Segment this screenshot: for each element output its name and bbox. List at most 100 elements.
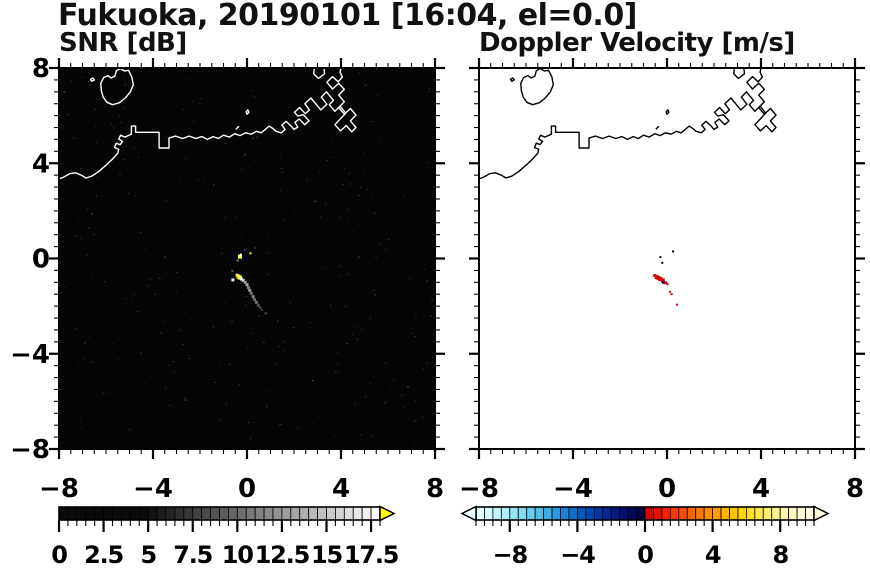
sea-clutter-speck (267, 273, 269, 275)
sea-clutter-speck (288, 306, 290, 308)
sea-clutter-speck (422, 416, 424, 418)
sea-clutter-speck (133, 204, 135, 205)
sea-clutter-speck (60, 81, 63, 83)
colorbar-tick-label: 4 (705, 541, 721, 569)
sea-clutter-speck (80, 418, 82, 420)
sea-clutter-speck (253, 96, 256, 98)
colorbar-block (129, 506, 140, 521)
colorbar-right-arrow (813, 505, 830, 522)
sea-clutter-speck (72, 137, 75, 139)
colorbar-block (121, 506, 131, 521)
sea-clutter-speck (224, 249, 226, 251)
snr-echo-point (239, 253, 242, 256)
colorbar-tick-label: 17.5 (344, 541, 399, 569)
colorbar-block (85, 506, 96, 521)
sea-clutter-speck (64, 287, 66, 289)
sea-clutter-speck (102, 392, 105, 394)
snr-echo-point (261, 308, 263, 311)
sea-clutter-speck (155, 265, 158, 267)
sea-clutter-speck (253, 422, 255, 424)
sea-clutter-speck (248, 422, 250, 423)
colorbar-block (147, 506, 158, 521)
sea-clutter-speck (356, 417, 358, 419)
x-axis-tick-label: −4 (553, 474, 593, 504)
sea-clutter-speck (318, 171, 320, 173)
sea-clutter-speck (363, 152, 365, 154)
sea-clutter-speck (317, 415, 320, 417)
sea-clutter-speck (140, 70, 142, 72)
sea-clutter-speck (59, 292, 62, 294)
sea-clutter-speck (374, 294, 377, 296)
sea-clutter-speck (185, 77, 188, 79)
sea-clutter-speck (272, 121, 274, 123)
sea-clutter-speck (348, 172, 351, 174)
sea-clutter-speck (246, 347, 248, 348)
sea-clutter-speck (175, 291, 178, 293)
colorbar-block (236, 506, 247, 521)
sea-clutter-speck (265, 406, 267, 408)
sea-clutter-speck (182, 343, 185, 345)
sea-clutter-speck (82, 358, 84, 360)
sea-clutter-speck (292, 327, 295, 329)
sea-clutter-speck (224, 302, 226, 303)
colorbar-tick-label: 5 (140, 541, 156, 569)
sea-clutter-speck (110, 123, 112, 125)
sea-clutter-speck (424, 268, 426, 270)
sea-clutter-speck (92, 268, 94, 270)
x-axis-tick-label: −8 (39, 474, 79, 504)
sea-clutter-speck (405, 383, 407, 385)
y-axis-tick-label: −4 (10, 340, 50, 370)
colorbar-block (254, 506, 265, 521)
doppler-echo-layer (653, 250, 678, 306)
snr-echo-point (248, 288, 252, 292)
sea-clutter-speck (182, 109, 185, 111)
sea-clutter-speck (140, 352, 142, 354)
sea-clutter-speck (344, 128, 347, 130)
sea-clutter-speck (249, 438, 252, 440)
sea-clutter-speck (79, 167, 82, 169)
sea-clutter-speck (346, 107, 349, 109)
sea-clutter-speck (122, 107, 125, 109)
sea-clutter-speck (188, 358, 191, 359)
sea-clutter-speck (93, 233, 95, 235)
x-axis-tick-label: 4 (752, 474, 770, 504)
colorbar-tick-label: 15 (311, 541, 342, 569)
sea-clutter-speck (128, 429, 131, 431)
sea-clutter-speck (358, 195, 361, 197)
sea-clutter-speck (219, 364, 222, 366)
colorbar-block (281, 506, 292, 521)
sea-clutter-speck (414, 336, 417, 337)
snr-panel: −8 −4 0 4 8 8 4 0 −4 −8 (10, 54, 445, 504)
sea-clutter-speck (133, 293, 135, 295)
snr-echo-point (236, 259, 239, 262)
sea-clutter-speck (293, 133, 295, 135)
sea-clutter-speck (408, 324, 410, 326)
sea-clutter-speck (347, 431, 349, 433)
sea-clutter-speck (65, 160, 66, 162)
colorbar-block (602, 506, 612, 521)
sea-clutter-speck (266, 332, 268, 334)
sea-clutter-speck (354, 403, 356, 405)
sea-clutter-speck (336, 364, 339, 366)
colorbar-block (263, 506, 274, 521)
sea-clutter-speck (193, 418, 195, 420)
sea-clutter-speck (216, 340, 219, 342)
sea-clutter-speck (165, 200, 168, 202)
colorbar-block (568, 506, 578, 521)
colorbar-block (67, 506, 78, 521)
snr-echo-point (241, 278, 245, 282)
colorbar-block (653, 506, 663, 521)
doppler-map-layer (479, 68, 777, 180)
colorbar-block (343, 506, 354, 521)
snr-echo-point (259, 306, 262, 309)
sea-clutter-speck (409, 277, 411, 279)
snr-echo-point (231, 269, 234, 272)
sea-clutter-speck (371, 121, 373, 122)
sea-clutter-speck (297, 113, 300, 115)
doppler-panel-title: Doppler Velocity [m/s] (479, 28, 795, 58)
colorbar-block (534, 506, 545, 521)
sea-clutter-speck (82, 287, 84, 289)
sea-clutter-speck (247, 166, 249, 168)
doppler-axis-ticks (469, 58, 865, 459)
